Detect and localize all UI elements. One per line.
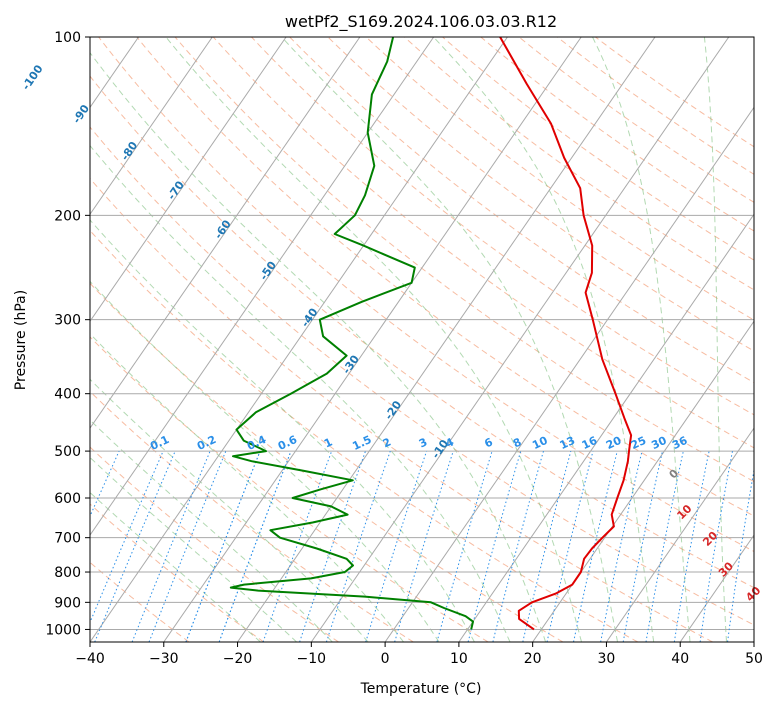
isotherm-gridline — [459, 37, 775, 642]
isotherm-gridline — [0, 37, 286, 642]
mixing-ratio-line — [547, 451, 593, 642]
dry-adiabat-line — [0, 37, 713, 642]
moist-adiabat-line — [79, 37, 546, 642]
background-lines — [0, 37, 775, 642]
x-tick-label: −40 — [75, 651, 105, 667]
mixing-ratio-label: 6 — [482, 435, 495, 450]
y-tick-label: 500 — [54, 444, 81, 460]
mixing-ratio-line — [186, 451, 260, 642]
mixing-ratio-line — [437, 451, 492, 642]
isotherm-gridline — [680, 37, 775, 642]
isotherm-label: -30 — [340, 352, 362, 376]
y-tick-label: 900 — [54, 595, 81, 611]
mixing-ratio-label: 3 — [417, 435, 429, 450]
isotherm-gridline — [0, 37, 65, 642]
mixing-ratio-line — [468, 451, 521, 642]
mixing-ratio-label: 0.1 — [148, 433, 171, 453]
isotherm-gridline — [754, 37, 775, 642]
plot-frame — [90, 37, 754, 642]
mixing-ratio-line — [366, 451, 427, 642]
isotherm-gridline — [533, 37, 775, 642]
dry-adiabat-line — [252, 37, 775, 642]
mixing-ratio-label: 8 — [511, 435, 523, 450]
chart-title: wetPf2_S169.2024.106.03.03.R12 — [285, 12, 557, 32]
dry-adiabat-line — [595, 37, 775, 642]
x-tick-label: −20 — [223, 651, 253, 667]
isotherm-label: -50 — [257, 259, 279, 283]
isotherm-gridline — [0, 37, 212, 642]
mixing-ratio-line — [95, 451, 176, 642]
moist-adiabat-line — [704, 37, 726, 642]
moist-adiabat-line — [13, 124, 474, 642]
x-tick-label: 20 — [524, 651, 542, 667]
mixing-ratio-label: 20 — [604, 434, 624, 452]
y-tick-label: 1000 — [45, 622, 81, 638]
x-tick-label: 0 — [381, 651, 390, 667]
profile-lines — [231, 37, 631, 629]
isotherm-label: -90 — [70, 102, 92, 126]
y-tick-label: 400 — [54, 387, 81, 403]
mixing-ratio-label: 13 — [558, 434, 577, 452]
isotherm-gridline — [311, 37, 728, 642]
mixing-ratio-line — [700, 451, 732, 642]
mixing-ratio-line — [646, 451, 683, 642]
isotherm-label: -20 — [382, 398, 404, 422]
isotherm-label: -70 — [165, 178, 187, 202]
mixing-ratio-label: 16 — [580, 434, 600, 452]
dry-adiabat-line — [366, 37, 775, 642]
mixing-ratio-line — [601, 451, 642, 642]
dry-adiabat-line — [137, 37, 775, 642]
moist-adiabat-line — [0, 283, 260, 642]
mixing-ratio-label: 0.2 — [195, 433, 218, 453]
isotherm-gridline — [0, 37, 360, 642]
mixing-ratio-line — [186, 451, 260, 642]
mixing-ratio-label: 10 — [530, 434, 550, 452]
x-tick-label: 50 — [745, 651, 763, 667]
isotherm-gridline — [238, 37, 655, 642]
isotherm-label: -60 — [212, 217, 234, 241]
x-tick-label: 30 — [598, 651, 616, 667]
dry-adiabat-line — [519, 37, 775, 642]
x-tick-label: −30 — [149, 651, 179, 667]
x-tick-label: 40 — [671, 651, 689, 667]
isotherm-gridline — [606, 37, 775, 642]
y-tick-label: 800 — [54, 565, 81, 581]
x-tick-label: −10 — [297, 651, 327, 667]
y-tick-label: 300 — [54, 313, 81, 329]
mixing-ratio-label: 2 — [381, 435, 393, 450]
isotherm-label: -40 — [299, 306, 321, 330]
y-tick-label: 100 — [54, 30, 81, 46]
isotherm-gridline — [385, 37, 775, 642]
y-axis-label: Pressure (hPa) — [13, 290, 29, 390]
dry-adiabat-line — [0, 37, 563, 642]
y-tick-label: 200 — [54, 208, 81, 224]
x-tick-label: 10 — [450, 651, 468, 667]
x-axis-label: Temperature (°C) — [360, 681, 482, 697]
dry-adiabat-line — [0, 37, 339, 642]
dry-adiabat-line — [0, 37, 264, 642]
isotherm-gridline — [16, 37, 433, 642]
mixing-ratio-line — [149, 451, 226, 642]
y-tick-label: 600 — [54, 491, 81, 507]
isotherm-label: -80 — [118, 139, 140, 163]
mixing-ratio-line — [623, 451, 662, 642]
isotherm-gridline — [164, 37, 581, 642]
isotherm-label: -100 — [19, 62, 46, 92]
isotherm-gridline — [90, 37, 507, 642]
mixing-ratio-line — [326, 451, 390, 642]
y-tick-label: 700 — [54, 531, 81, 547]
dry-adiabat-line — [0, 37, 413, 642]
dry-adiabat-line — [22, 37, 775, 642]
dry-adiabat-line — [175, 37, 775, 642]
moist-adiabat-line — [43, 84, 510, 642]
moist-adiabat-label: 40 — [743, 584, 763, 604]
